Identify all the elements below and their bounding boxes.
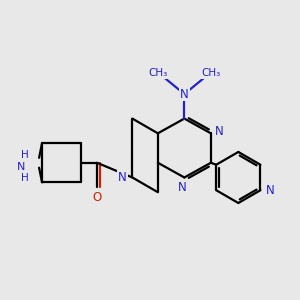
Text: N: N xyxy=(180,88,189,100)
Text: N: N xyxy=(215,125,224,138)
Text: N: N xyxy=(178,181,187,194)
Text: N: N xyxy=(17,162,26,172)
Text: CH₃: CH₃ xyxy=(201,68,220,78)
Text: H: H xyxy=(22,150,29,160)
Text: O: O xyxy=(92,190,102,204)
Text: H: H xyxy=(22,173,29,184)
Text: CH₃: CH₃ xyxy=(148,68,167,78)
Text: N: N xyxy=(266,184,274,197)
Text: N: N xyxy=(118,171,127,184)
